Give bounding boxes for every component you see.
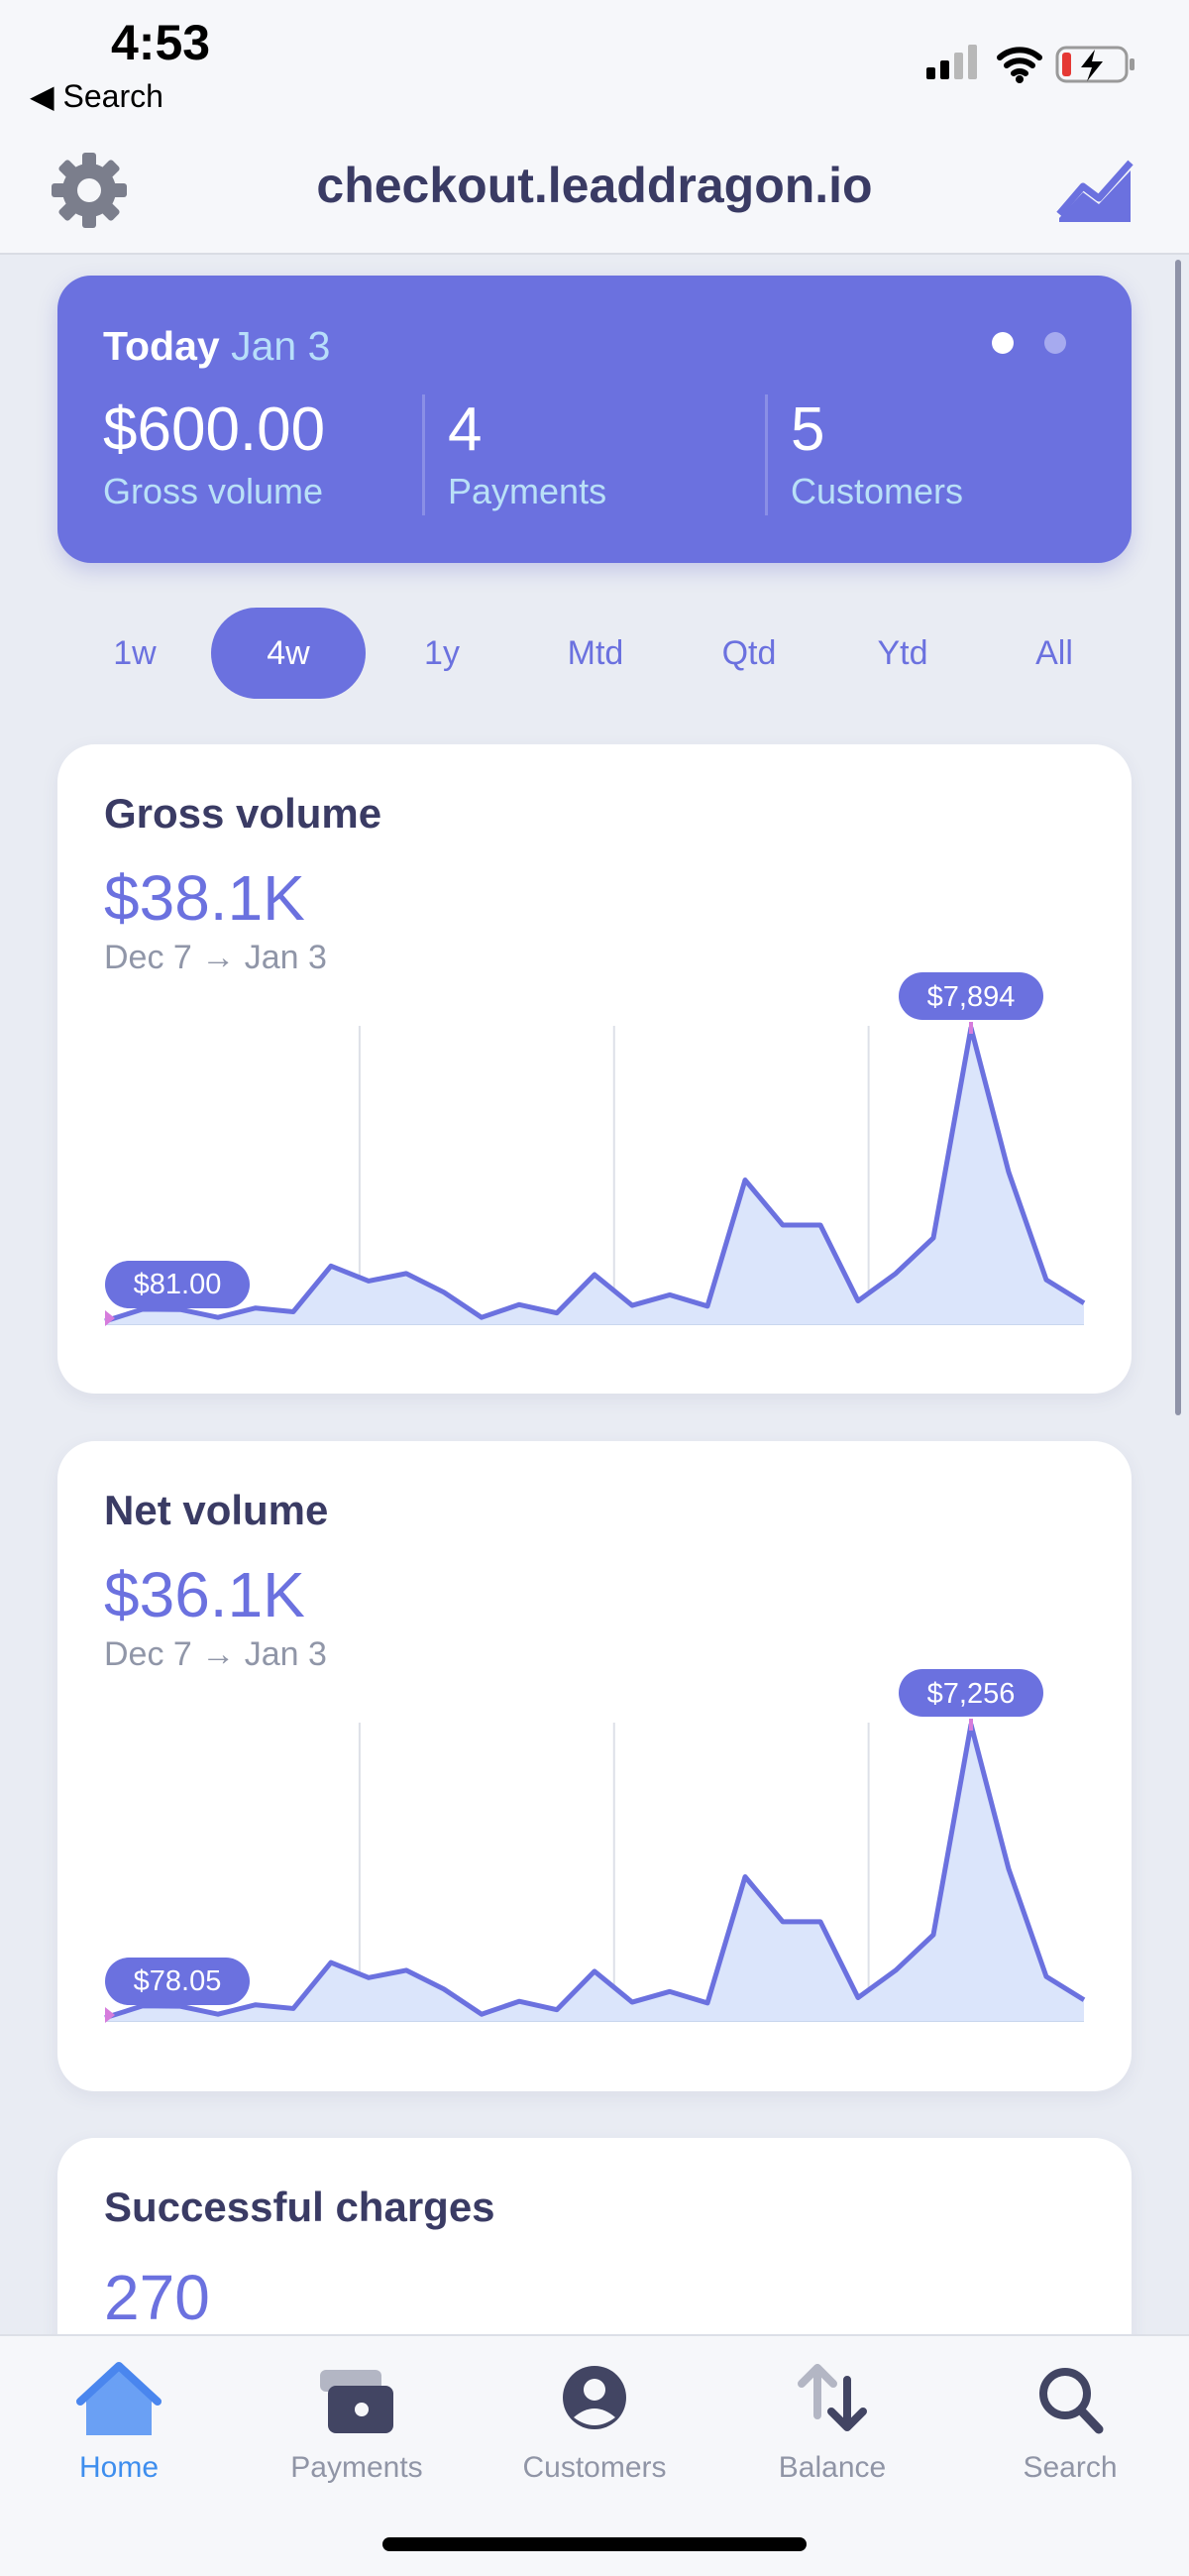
gross-volume-chart: $81.00 $7,894 <box>57 744 1132 1394</box>
card-value: 270 <box>104 2261 210 2334</box>
today-summary-card[interactable]: Today Jan 3 $600.00 Gross volume 4 Payme… <box>57 276 1132 563</box>
battery-charging-icon <box>1057 48 1135 81</box>
nav-label: Balance <box>713 2451 951 2485</box>
tab-4w[interactable]: 4w <box>211 608 366 699</box>
gross-volume-card[interactable]: $81.00 $7,894 Gross volume $38.1K Dec 7 →… <box>57 744 1132 1394</box>
today-date: Jan 3 <box>231 323 330 369</box>
peak-value-text: $7,894 <box>927 981 1016 1013</box>
stat-value: 4 <box>448 394 606 465</box>
status-icons <box>926 42 1139 85</box>
page-dot[interactable] <box>1044 332 1066 354</box>
chart-area <box>105 1028 1084 1324</box>
cellular-signal-icon <box>926 45 977 79</box>
peak-value-text: $7,256 <box>927 1678 1016 1710</box>
peak-value-label: $7,256 <box>899 1669 1043 1717</box>
wifi-icon <box>1000 50 1039 83</box>
peak-value-label: $7,894 <box>899 972 1043 1020</box>
nav-customers[interactable]: Customers <box>476 2356 713 2485</box>
stat-payments: 4 Payments <box>448 394 606 512</box>
payments-wallet-icon <box>312 2356 401 2445</box>
tab-all[interactable]: All <box>977 608 1132 699</box>
today-label: Today <box>103 323 220 369</box>
stat-divider <box>422 394 425 515</box>
start-value-label: $78.05 <box>105 1958 250 2005</box>
stat-value: 5 <box>791 394 963 465</box>
card-date-range: Dec 7 → Jan 3 <box>104 939 327 977</box>
tab-1y[interactable]: 1y <box>365 608 519 699</box>
scroll-indicator[interactable] <box>1175 260 1181 1415</box>
start-value-text: $81.00 <box>134 1269 222 1300</box>
search-icon <box>1026 2356 1115 2445</box>
nav-label: Search <box>951 2451 1189 2485</box>
card-title: Net volume <box>104 1487 328 1534</box>
start-value-label: $81.00 <box>105 1261 250 1308</box>
top-bar: 4:53 ◀ Search <box>0 0 1189 255</box>
card-value: $38.1K <box>104 861 305 935</box>
page-indicator[interactable] <box>965 332 1066 359</box>
chart-area <box>105 1725 1084 2021</box>
net-volume-chart: $78.05 $7,256 <box>57 1441 1132 2091</box>
tab-qtd[interactable]: Qtd <box>672 608 826 699</box>
nav-payments[interactable]: Payments <box>238 2356 476 2485</box>
nav-home[interactable]: Home <box>0 2356 238 2485</box>
start-value-text: $78.05 <box>134 1965 222 1997</box>
range-tabs: 1w 4w 1y Mtd Qtd Ytd All <box>57 608 1132 699</box>
stat-divider <box>765 394 768 515</box>
card-title: Successful charges <box>104 2184 495 2231</box>
stat-label: Gross volume <box>103 471 325 512</box>
stat-gross-volume: $600.00 Gross volume <box>103 394 325 512</box>
home-icon <box>74 2356 163 2445</box>
card-date-range: Dec 7 → Jan 3 <box>104 1635 327 1674</box>
page-title: checkout.leaddragon.io <box>0 157 1189 214</box>
card-value: $36.1K <box>104 1558 305 1631</box>
nav-label: Home <box>0 2451 238 2485</box>
balance-arrows-icon <box>788 2356 877 2445</box>
stat-value: $600.00 <box>103 394 325 465</box>
page-dot-active[interactable] <box>992 332 1014 354</box>
trend-chart-icon[interactable] <box>1055 157 1135 222</box>
home-indicator[interactable] <box>382 2537 807 2551</box>
card-title: Gross volume <box>104 790 381 838</box>
stat-label: Payments <box>448 471 606 512</box>
stat-customers: 5 Customers <box>791 394 963 512</box>
stat-label: Customers <box>791 471 963 512</box>
nav-balance[interactable]: Balance <box>713 2356 951 2485</box>
customer-avatar-icon <box>550 2356 639 2445</box>
nav-label: Payments <box>238 2451 476 2485</box>
tab-1w[interactable]: 1w <box>57 608 212 699</box>
nav-search[interactable]: Search <box>951 2356 1189 2485</box>
status-time: 4:53 <box>111 14 210 71</box>
back-to-search-link[interactable]: ◀ Search <box>30 77 163 115</box>
tab-mtd[interactable]: Mtd <box>518 608 673 699</box>
net-volume-card[interactable]: $78.05 $7,256 Net volume $36.1K Dec 7 → J… <box>57 1441 1132 2091</box>
tab-ytd[interactable]: Ytd <box>825 608 980 699</box>
today-heading: Today Jan 3 <box>103 323 330 370</box>
nav-label: Customers <box>476 2451 713 2485</box>
